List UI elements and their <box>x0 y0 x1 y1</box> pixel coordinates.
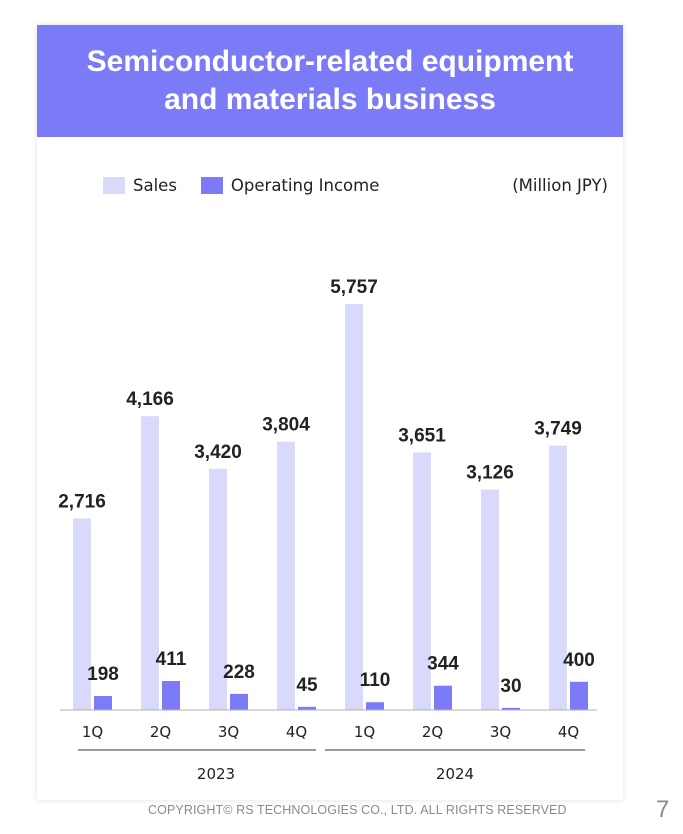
x-tick-label: 3Q <box>490 723 511 741</box>
x-tick-label: 2Q <box>422 723 443 741</box>
operating-income-value-label: 228 <box>223 662 255 683</box>
legend-item-sales: Sales <box>103 176 177 195</box>
copyright-text: COPYRIGHT© RS TECHNOLOGIES CO., LTD. ALL… <box>148 803 567 817</box>
title-line-1: Semiconductor-related equipment <box>86 45 574 78</box>
sales-value-label: 3,651 <box>398 426 446 447</box>
x-tick-label: 1Q <box>82 723 103 741</box>
sales-value-label: 5,757 <box>330 277 378 298</box>
units-label: (Million JPY) <box>512 176 608 195</box>
operating-income-bar <box>162 681 180 710</box>
group-year-label: 2024 <box>436 765 474 783</box>
operating-income-bar <box>434 685 452 710</box>
sales-value-label: 3,420 <box>194 442 242 463</box>
operating-income-value-label: 400 <box>563 650 595 671</box>
x-tick-label: 1Q <box>354 723 375 741</box>
title-line-2: and materials business <box>164 83 496 116</box>
legend-label-sales: Sales <box>133 176 177 195</box>
operating-income-value-label: 198 <box>87 664 119 685</box>
sales-bar <box>277 441 295 710</box>
operating-income-value-label: 411 <box>156 649 187 670</box>
operating-income-bar <box>230 693 248 710</box>
operating-income-bar <box>94 696 112 710</box>
legend-swatch-operating-income <box>200 177 223 194</box>
operating-income-value-label: 30 <box>500 676 521 697</box>
title-banner: Semiconductor-related equipment and mate… <box>37 25 623 137</box>
x-tick-label: 4Q <box>286 723 307 741</box>
sales-value-label: 2,716 <box>58 491 106 512</box>
sales-bar <box>73 518 91 710</box>
legend-label-operating-income: Operating Income <box>230 176 380 195</box>
sales-bar <box>413 452 431 710</box>
sales-bar <box>549 445 567 710</box>
operating-income-bar <box>366 702 384 710</box>
legend-swatch-sales <box>103 177 125 194</box>
x-tick-label: 3Q <box>218 723 239 741</box>
sales-value-label: 3,804 <box>262 415 310 436</box>
legend-item-operating-income: Operating Income <box>200 176 380 195</box>
operating-income-value-label: 45 <box>296 675 318 696</box>
operating-income-bar <box>570 681 588 710</box>
x-tick-label: 4Q <box>558 723 579 741</box>
operating-income-value-label: 110 <box>360 670 391 691</box>
operating-income-bar <box>502 707 520 710</box>
sales-bar <box>209 468 227 710</box>
operating-income-bar <box>298 706 316 710</box>
sales-bar <box>141 416 159 710</box>
operating-income-value-label: 344 <box>427 654 459 675</box>
sales-bar <box>345 304 363 710</box>
x-tick-label: 2Q <box>150 723 171 741</box>
group-year-label: 2023 <box>197 765 235 783</box>
chart-card <box>37 25 623 800</box>
legend: Sales Operating Income <box>103 176 403 195</box>
sales-value-label: 3,126 <box>466 463 514 484</box>
page-number: 7 <box>656 796 670 823</box>
sales-bar <box>481 489 499 710</box>
sales-value-label: 4,166 <box>126 389 174 410</box>
sales-value-label: 3,749 <box>534 419 582 440</box>
